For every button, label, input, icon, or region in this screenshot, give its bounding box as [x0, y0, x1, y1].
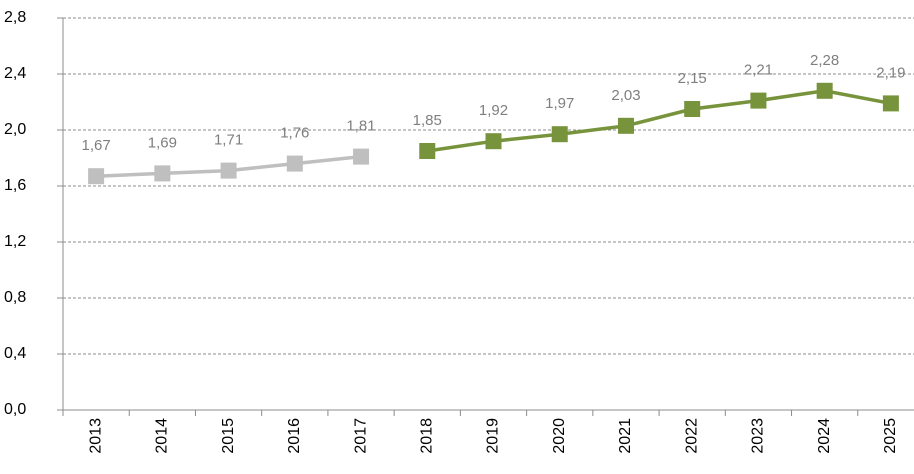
- y-tick-label: 2,0: [4, 121, 26, 138]
- x-tick-label: 2013: [87, 418, 104, 454]
- value-label: 1,92: [479, 102, 508, 119]
- value-label: 1,69: [148, 134, 177, 151]
- y-tick-label: 1,2: [4, 233, 26, 250]
- x-tick-label: 2019: [485, 418, 502, 454]
- x-tick-label: 2017: [352, 418, 369, 454]
- marker: [353, 148, 370, 165]
- x-tick-label: 2016: [286, 418, 303, 454]
- marker: [816, 82, 833, 99]
- marker: [485, 133, 502, 150]
- x-tick-label: 2021: [617, 418, 634, 454]
- x-tick-label: 2014: [154, 418, 171, 454]
- value-label: 2,03: [611, 87, 640, 104]
- x-tick-label: 2023: [750, 418, 767, 454]
- series-line: [427, 89, 892, 153]
- y-tick-label: 0,8: [4, 289, 26, 306]
- value-label: 1,71: [214, 132, 243, 149]
- marker: [750, 92, 767, 109]
- x-tick-label: 2015: [220, 418, 237, 454]
- marker: [154, 165, 171, 182]
- marker: [684, 101, 701, 117]
- marker: [220, 162, 237, 179]
- value-label: 1,85: [413, 112, 442, 129]
- y-tick-label: 2,8: [4, 9, 26, 26]
- value-label: 1,67: [82, 137, 111, 154]
- y-tick-label: 2,4: [4, 65, 26, 82]
- marker: [286, 155, 303, 172]
- value-label: 1,76: [280, 125, 309, 142]
- x-tick-label: 2025: [882, 418, 899, 454]
- marker: [419, 143, 436, 159]
- value-label: 2,15: [678, 70, 707, 87]
- value-label: 2,28: [810, 52, 839, 69]
- x-tick-label: 2018: [418, 418, 435, 454]
- value-label: 1,97: [545, 95, 574, 112]
- value-label: 1,81: [346, 118, 375, 135]
- y-tick-label: 0,4: [4, 345, 26, 362]
- marker: [882, 95, 899, 112]
- value-label: 2,19: [876, 64, 905, 81]
- y-tick-label: 0,0: [4, 401, 26, 418]
- marker: [88, 168, 105, 185]
- value-label: 2,21: [744, 62, 773, 79]
- marker: [551, 126, 568, 143]
- y-tick-label: 1,6: [4, 177, 26, 194]
- x-tick-label: 2020: [551, 418, 568, 454]
- x-tick-label: 2022: [683, 418, 700, 454]
- x-tick-label: 2024: [816, 418, 833, 454]
- marker: [617, 117, 634, 134]
